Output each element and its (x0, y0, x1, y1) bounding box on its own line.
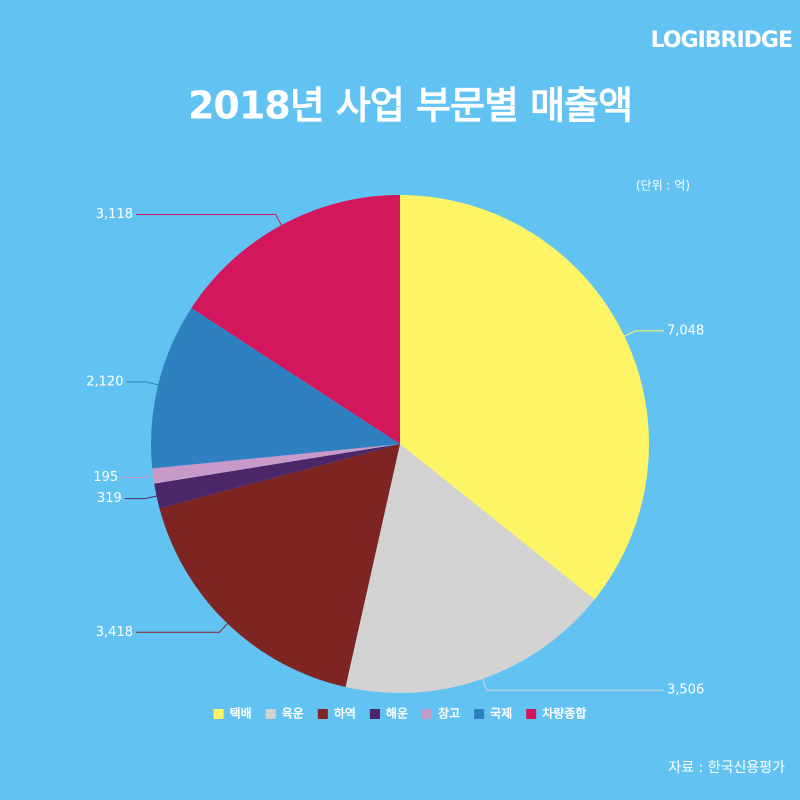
legend-swatch (213, 709, 224, 719)
legend-label: 하역 (334, 706, 356, 721)
legend-label: 국제 (490, 707, 512, 721)
data-label: 195 (93, 470, 118, 485)
pie-slice (400, 195, 649, 600)
legend-label: 해운 (386, 706, 408, 721)
data-label: 7,048 (667, 323, 704, 338)
legend-label: 차량종합 (542, 706, 586, 721)
data-label: 2,120 (86, 374, 123, 389)
leader-line (579, 330, 664, 359)
legend-swatch (369, 709, 380, 719)
unit-note: (단위 : 억) (636, 179, 690, 193)
pie-slice (154, 444, 400, 509)
pie-slice (191, 195, 400, 444)
leader-line (121, 469, 203, 479)
brand-logo: LOGIBRIDGE (651, 28, 792, 53)
pie-slice (345, 444, 595, 693)
pie-slice (159, 444, 400, 687)
legend-label: 육운 (282, 706, 304, 721)
legend-label: 창고 (438, 706, 460, 721)
legend-swatch (474, 709, 485, 719)
legend-label: 택배 (230, 706, 252, 721)
legend-swatch (526, 709, 537, 719)
leader-line (465, 631, 664, 691)
leader-line (136, 214, 306, 270)
data-label: 319 (97, 491, 122, 506)
leader-line (126, 381, 207, 398)
legend-swatch (422, 709, 433, 719)
legend-swatch (265, 709, 276, 719)
leader-line (124, 485, 206, 500)
data-label: 3,118 (96, 207, 133, 222)
data-label: 3,418 (96, 625, 133, 640)
chart-title: 2018년 사업 부문별 매출액 (188, 84, 632, 128)
pie: 7,048 3,506 3,418 319 195 2,120 3,118 (86, 195, 704, 698)
pie-slice (150, 308, 400, 469)
data-label: 3,506 (667, 683, 704, 698)
source: 자료 : 한국신용평가 (668, 760, 785, 776)
leader-line (136, 587, 263, 633)
legend-swatch (317, 709, 328, 719)
pie-slice (152, 444, 400, 484)
legend: 택배 육운 하역 해운 창고 국제 차량종합 (213, 706, 586, 721)
